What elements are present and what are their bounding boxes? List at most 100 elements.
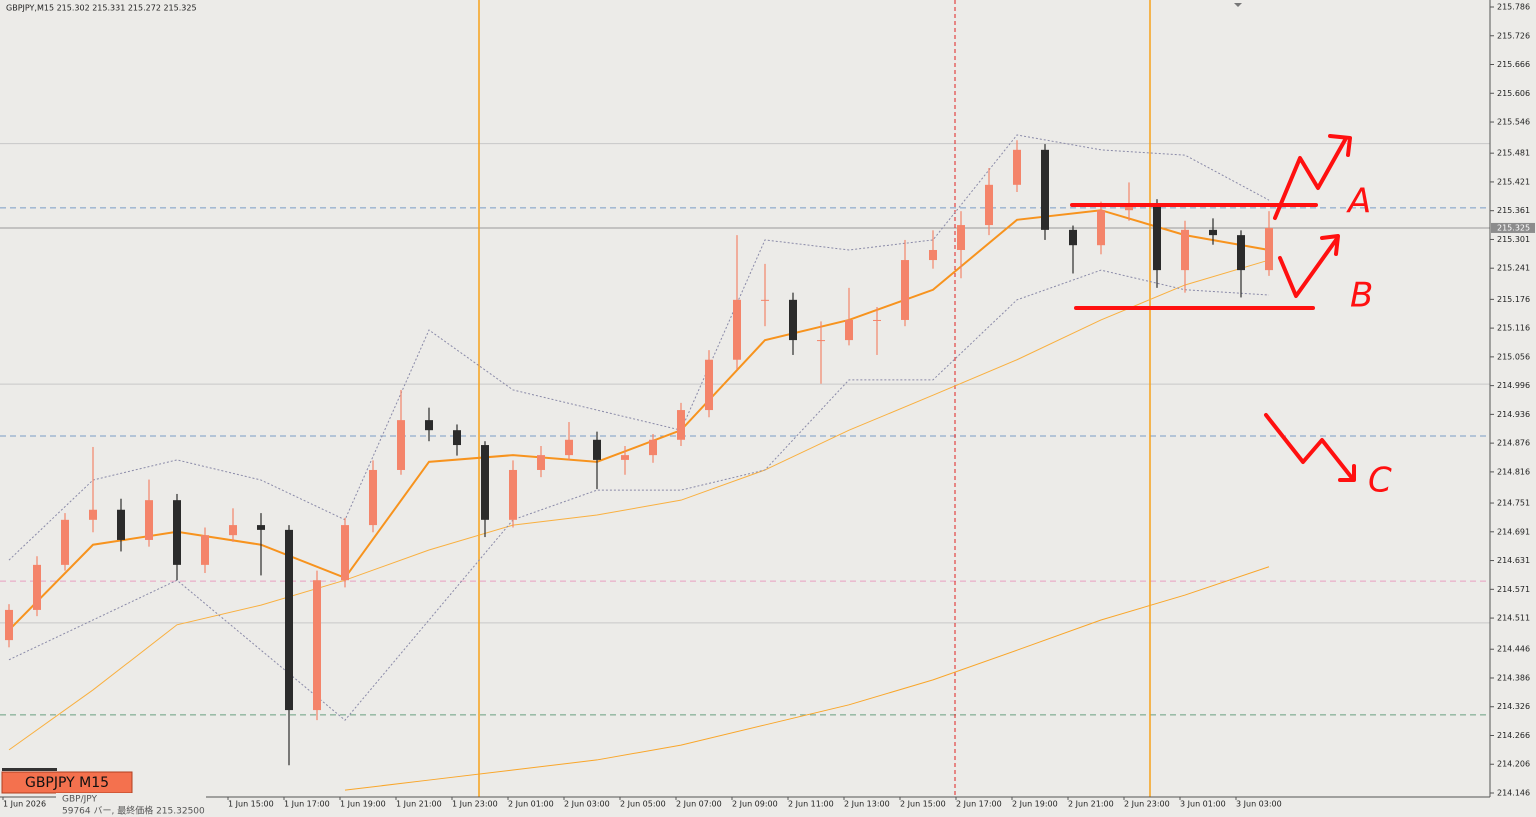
y-tick-label: 215.606: [1497, 89, 1530, 98]
info-symbol: GBP/JPY: [62, 795, 97, 805]
symbol-label: GBPJPY M15: [25, 775, 109, 791]
y-tick-label: 214.996: [1497, 381, 1530, 390]
y-tick-label: 214.266: [1497, 731, 1530, 740]
y-tick-label: 214.751: [1497, 499, 1530, 508]
header: GBPJPY,M15 215.302 215.331 215.272 215.3…: [6, 4, 197, 13]
candle-body: [1013, 149, 1021, 185]
candle-body: [201, 535, 209, 565]
y-tick-label: 215.176: [1497, 295, 1530, 304]
y-tick-label: 215.786: [1497, 3, 1530, 12]
x-tick-label: 1 Jun 23:00: [452, 800, 498, 809]
candle-body: [1041, 149, 1049, 230]
y-tick-label: 214.816: [1497, 467, 1530, 476]
candle-body: [341, 525, 349, 581]
candle-body: [1265, 227, 1273, 271]
levels: [0, 143, 1490, 716]
candle-body: [761, 299, 769, 301]
y-tick-label: 214.146: [1497, 789, 1530, 798]
y-tick-label: 215.666: [1497, 60, 1530, 69]
x-tick-label: 3 Jun 01:00: [1180, 800, 1226, 809]
y-tick-label: 215.421: [1497, 177, 1530, 186]
candle-body: [593, 439, 601, 460]
x-tick-label: 2 Jun 07:00: [676, 800, 722, 809]
candle-body: [677, 410, 685, 440]
x-tick-label: 1 Jun 2026: [3, 800, 46, 809]
y-tick-label: 214.326: [1497, 702, 1530, 711]
arrow-a: [1273, 138, 1347, 220]
candle-body: [173, 500, 181, 565]
candle-body: [481, 445, 489, 520]
candles: [5, 140, 1273, 766]
y-tick-label: 214.936: [1497, 410, 1530, 419]
current-price-box: [1491, 222, 1535, 233]
x-tick-label: 1 Jun 17:00: [284, 800, 330, 809]
candle-body: [929, 249, 937, 261]
arrow-c: [1264, 413, 1354, 480]
candle-body: [957, 225, 965, 250]
shift-marker: [1234, 3, 1242, 7]
x-tick-label: 3 Jun 03:00: [1236, 800, 1282, 809]
x-tick-label: 2 Jun 19:00: [1012, 800, 1058, 809]
y-tick-label: 215.116: [1497, 324, 1530, 333]
y-tick-label: 215.481: [1497, 149, 1530, 158]
y-tick-label: 215.301: [1497, 235, 1530, 244]
y-tick-label: 214.876: [1497, 439, 1530, 448]
candle-body: [369, 469, 377, 526]
indicator-line: [8, 269, 1270, 721]
candle-body: [33, 564, 41, 610]
candle-body: [145, 500, 153, 540]
candle-body: [89, 509, 97, 520]
candle-body: [1125, 204, 1133, 211]
arrow-head: [1338, 464, 1356, 482]
x-tick-label: 2 Jun 13:00: [844, 800, 890, 809]
y-tick-label: 214.511: [1497, 614, 1530, 623]
axis: 215.786 215.726 215.666 215.606 215.546 215.4…: [2, 3, 1535, 809]
x-tick-label: 2 Jun 11:00: [788, 800, 834, 809]
annotation: A: [1346, 182, 1371, 222]
candle-body: [425, 420, 433, 431]
y-tick-label: 214.631: [1497, 556, 1530, 565]
info-bars: 59764 バー, 最終価格 215.32500: [62, 805, 205, 817]
candle-body: [1069, 229, 1077, 246]
candle-body: [705, 359, 713, 411]
y-tick-label: 215.726: [1497, 31, 1530, 40]
indicator-line: [8, 134, 1270, 561]
candle-body: [873, 319, 881, 321]
indicator-line: [8, 209, 1270, 631]
candle-body: [397, 420, 405, 470]
candle-body: [61, 519, 69, 565]
candle-body: [1237, 235, 1245, 271]
x-tick-label: 2 Jun 01:00: [508, 800, 554, 809]
candle-body: [537, 455, 545, 470]
candle-body: [285, 529, 293, 711]
candle-body: [229, 525, 237, 536]
x-tick-label: 2 Jun 05:00: [620, 800, 666, 809]
candle-body: [817, 340, 825, 342]
candle-body: [621, 455, 629, 460]
arrow-head: [1320, 234, 1340, 256]
x-tick-label: 1 Jun 21:00: [396, 800, 442, 809]
candle-body: [453, 430, 461, 446]
x-tick-label: 1 Jun 15:00: [228, 800, 274, 809]
x-tick-label: 2 Jun 17:00: [956, 800, 1002, 809]
candle-body: [845, 319, 853, 341]
annotation: B: [1350, 276, 1373, 316]
candle-body: [117, 509, 125, 540]
y-tick-label: 214.386: [1497, 673, 1530, 682]
candle-body: [5, 609, 13, 641]
candle-body: [1209, 229, 1217, 236]
y-tick-label: 214.691: [1497, 527, 1530, 536]
x-tick-label: 2 Jun 21:00: [1068, 800, 1114, 809]
y-tick-label: 215.546: [1497, 118, 1530, 127]
candle-body: [1097, 210, 1105, 246]
info-panel: [56, 793, 206, 817]
candle-body: [313, 580, 321, 711]
indicator-line: [344, 566, 1270, 791]
x-tick-label: 2 Jun 03:00: [564, 800, 610, 809]
arrow-head: [1328, 134, 1352, 157]
annotation: C: [1368, 461, 1392, 501]
current-price-label: 215.325: [1497, 223, 1530, 232]
candle-body: [649, 439, 657, 456]
